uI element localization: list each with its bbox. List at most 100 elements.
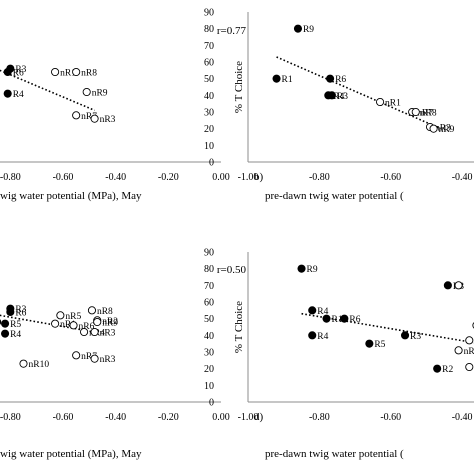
point-label: R9 xyxy=(303,25,314,35)
point-label: nR1 xyxy=(385,99,401,109)
point-label: R4 xyxy=(317,307,328,317)
data-point-open xyxy=(56,311,65,320)
correlation-label: r=0.50 xyxy=(217,264,247,276)
point-label: R1 xyxy=(282,75,293,85)
point-label: R3 xyxy=(337,92,348,102)
data-point-filled xyxy=(443,281,452,290)
chart-panel-3: -1.00 -0.80 -0.60 -0.40 0 10 20 30 40 50 60 70 80 90%… xyxy=(204,248,474,460)
x-tick-label: -0.60 xyxy=(380,412,401,423)
x-tick-label: -0.20 xyxy=(158,412,179,423)
point-label: R5 xyxy=(374,340,385,350)
point-label: R4 xyxy=(333,92,344,102)
x-tick-label: -1.00 xyxy=(238,172,259,183)
y-tick-label: 50 xyxy=(204,74,214,85)
data-point-open xyxy=(72,351,81,360)
point-label: nR1 xyxy=(60,69,76,79)
data-point-open xyxy=(72,111,81,120)
x-tick-label: -0.80 xyxy=(0,412,21,423)
point-label: nR3 xyxy=(100,329,116,339)
data-point-open xyxy=(411,107,420,117)
x-tick-label: 0.00 xyxy=(212,412,230,423)
point-label: nR7 xyxy=(81,112,97,122)
point-label: nR8 xyxy=(81,69,97,79)
x-tick-label: -0.40 xyxy=(105,412,126,423)
data-point-open xyxy=(69,321,78,330)
point-label: nR10 xyxy=(29,360,50,370)
y-tick-label: 90 xyxy=(204,248,214,259)
point-label: nR3 xyxy=(100,355,116,365)
point-label: nR3 xyxy=(435,124,451,134)
data-point-open xyxy=(51,319,60,328)
data-point-filled xyxy=(3,67,12,77)
point-label: nR8 xyxy=(464,347,474,357)
point-label: R6 xyxy=(349,315,360,325)
y-tick-label: 80 xyxy=(204,264,214,275)
point-label: nR7 xyxy=(81,352,97,362)
point-label: R6 xyxy=(13,69,24,79)
x-axis-label: pre-dawn twig water potential ( xyxy=(265,448,404,460)
data-point-filled xyxy=(1,319,10,328)
data-point-filled xyxy=(1,329,10,338)
chart-panel-2: -0.80 -0.60 -0.40 -0.20 0.00 twig water poten… xyxy=(0,264,246,460)
y-tick-label: 30 xyxy=(204,108,214,119)
y-tick-label: 80 xyxy=(204,24,214,35)
point-label: R3 xyxy=(410,332,421,342)
data-point-open xyxy=(454,346,463,355)
point-label: R3 xyxy=(15,65,26,75)
point-label: R4 xyxy=(10,330,21,340)
data-point-open xyxy=(90,114,99,123)
data-point-open xyxy=(429,124,438,133)
x-tick-label: -0.80 xyxy=(309,412,330,423)
data-point-filled xyxy=(3,89,12,98)
data-point-open xyxy=(82,87,91,97)
data-point-open xyxy=(87,306,97,315)
data-point-open xyxy=(93,317,102,327)
y-tick-label: 60 xyxy=(204,298,214,309)
x-tick-label: -0.60 xyxy=(53,172,74,183)
y-tick-label: 10 xyxy=(204,381,214,392)
point-label: nR3 xyxy=(100,115,116,125)
point-label: nR9 xyxy=(102,319,118,329)
x-axis-label: twig water potential (MPa), May xyxy=(0,448,142,460)
y-tick-label: 90 xyxy=(204,8,214,19)
panel-letter: b) xyxy=(254,171,264,183)
data-point-open xyxy=(90,354,99,363)
data-point-filled xyxy=(400,331,410,340)
x-axis-label: pre-dawn twig water potential ( xyxy=(265,190,404,202)
x-tick-label: -0.60 xyxy=(53,412,74,423)
point-label: R1 xyxy=(332,315,343,325)
data-point-open xyxy=(72,67,81,77)
panel-letter: d) xyxy=(254,411,264,423)
point-label: nR8 xyxy=(421,109,437,119)
y-tick-label: 40 xyxy=(204,91,214,102)
x-tick-label: -0.20 xyxy=(158,172,179,183)
point-label: R4 xyxy=(317,332,328,342)
data-point-filled xyxy=(293,24,303,33)
data-point-filled xyxy=(433,364,442,373)
data-point-open xyxy=(90,327,99,337)
y-tick-label: 20 xyxy=(204,124,214,135)
trend-line xyxy=(276,56,442,130)
point-label: nR1 xyxy=(60,320,76,330)
y-tick-label: 50 xyxy=(204,314,214,325)
data-point-open xyxy=(19,359,28,368)
point-label: nR9 xyxy=(439,125,455,135)
point-label: R2 xyxy=(442,365,453,375)
point-label: R3 xyxy=(15,305,26,315)
data-point-filled xyxy=(308,306,317,315)
point-label: nR5 xyxy=(65,312,81,322)
data-point-open xyxy=(454,281,463,290)
y-axis-label: % T Choice xyxy=(233,61,245,113)
x-tick-label: -0.40 xyxy=(105,172,126,183)
data-point-open xyxy=(51,67,60,77)
x-tick-label: 0.00 xyxy=(212,172,230,183)
point-label: R5 xyxy=(10,320,21,330)
y-tick-label: 60 xyxy=(204,58,214,69)
data-point-filled xyxy=(340,314,349,323)
data-point-filled xyxy=(327,91,336,100)
point-label: nR8 xyxy=(97,307,113,317)
data-point-filled xyxy=(365,339,374,348)
y-tick-label: 10 xyxy=(204,141,214,152)
data-point-filled xyxy=(6,307,15,317)
